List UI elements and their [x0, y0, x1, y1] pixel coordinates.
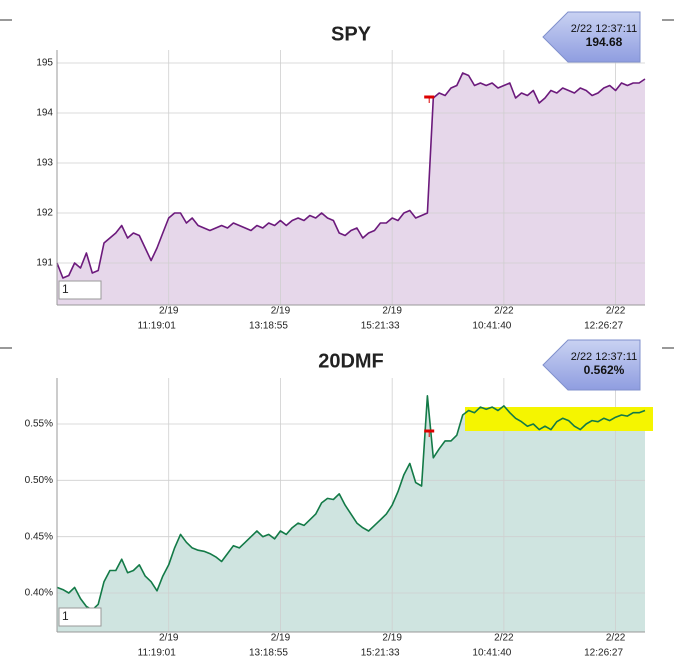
x-tick-label: 12:26:27: [584, 321, 623, 332]
y-tick-label: 0.45%: [25, 531, 53, 542]
line: [56, 395, 646, 611]
x-tick-label: 2/19: [159, 306, 179, 317]
chart-title: 20DMF: [318, 350, 384, 372]
input-value: 1: [62, 282, 69, 296]
y-tick-label: 0.50%: [25, 475, 53, 486]
chart-title: SPY: [331, 23, 372, 45]
x-tick-label: 2/22: [494, 306, 514, 317]
x-tick-label: 10:41:40: [472, 321, 511, 332]
y-tick-label: 194: [36, 108, 53, 119]
x-tick-label: 12:26:27: [584, 648, 623, 659]
x-tick-label: 2/19: [271, 306, 291, 317]
area-fill: [57, 395, 645, 632]
y-tick-label: 193: [36, 158, 53, 169]
area-fill: [57, 73, 645, 305]
x-tick-label: 13:18:55: [249, 648, 288, 659]
y-tick-label: 0.40%: [25, 588, 53, 599]
x-tick-label: 10:41:40: [472, 648, 511, 659]
x-tick-label: 2/19: [382, 306, 402, 317]
line: [56, 72, 646, 279]
highlight: [465, 407, 653, 431]
input-value: 1: [62, 609, 69, 623]
badge: [542, 11, 641, 63]
x-tick-label: 15:21:33: [361, 648, 400, 659]
input-box[interactable]: [58, 280, 102, 300]
x-tick-label: 2/19: [382, 633, 402, 644]
x-tick-label: 2/19: [159, 633, 179, 644]
x-tick-label: 2/22: [494, 633, 514, 644]
badge-time: 2/22 12:37:11: [571, 351, 637, 363]
badge-value: 194.68: [586, 35, 623, 49]
input-box[interactable]: [58, 607, 102, 627]
x-tick-label: 2/22: [606, 633, 626, 644]
x-tick-label: 2/22: [606, 306, 626, 317]
y-tick-label: 192: [36, 208, 53, 219]
y-tick-label: 195: [36, 58, 53, 69]
y-tick-label: 191: [36, 258, 53, 269]
badge: [542, 339, 641, 391]
x-tick-label: 11:19:01: [138, 321, 177, 332]
x-tick-label: 2/19: [271, 633, 291, 644]
badge-time: 2/22 12:37:11: [571, 23, 637, 35]
y-tick-label: 0.55%: [25, 419, 53, 430]
x-tick-label: 13:18:55: [249, 321, 288, 332]
x-tick-label: 15:21:33: [361, 321, 400, 332]
x-tick-label: 11:19:01: [138, 648, 177, 659]
badge-value: 0.562%: [584, 363, 625, 377]
